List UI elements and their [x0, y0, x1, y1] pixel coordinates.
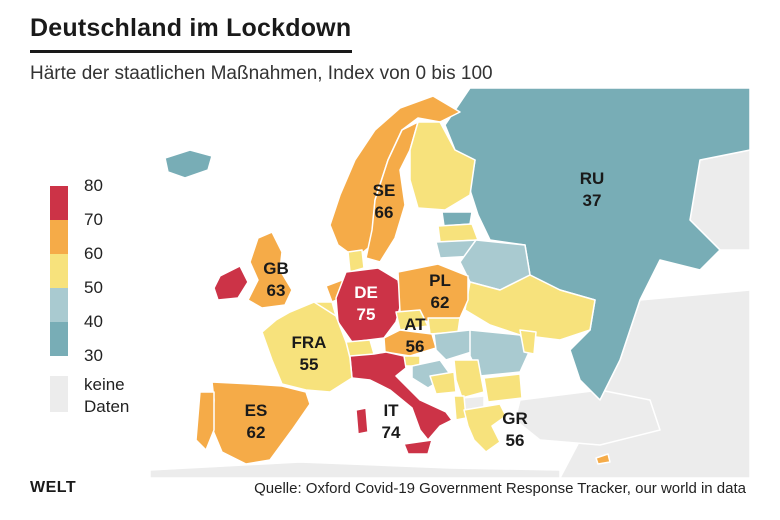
label-fra-value: 55 [300, 355, 319, 374]
label-at: AT 56 [404, 315, 426, 356]
country-shape-ua [464, 274, 596, 341]
legend-tick-30: 30 [84, 346, 103, 365]
legend-tick-50: 50 [84, 278, 103, 297]
legend-tick-60: 60 [84, 244, 103, 263]
label-se: SE 66 [373, 181, 396, 222]
legend-band-70-80 [50, 186, 68, 220]
country-shape-sardinia [355, 407, 369, 435]
country-shape-fi [409, 121, 476, 211]
country-shape-de [335, 267, 403, 343]
label-de-value: 75 [357, 305, 376, 324]
label-it-value: 74 [382, 423, 401, 442]
label-es-code: ES [245, 401, 268, 420]
label-ru-value: 37 [583, 191, 602, 210]
label-es-value: 62 [247, 423, 266, 442]
label-de: DE 75 [354, 283, 378, 324]
label-at-value: 56 [406, 337, 425, 356]
label-it: IT 74 [382, 401, 401, 442]
country-shape-rs [453, 359, 485, 399]
legend-tick-40: 40 [84, 312, 103, 331]
country-shape-fr [261, 301, 353, 393]
country-shape-no [329, 95, 461, 259]
legend-nodata-line1: keine [84, 375, 125, 394]
chart-subtitle: Härte der staatlichen Maßnahmen, Index v… [30, 63, 493, 84]
label-ru-code: RU [580, 169, 605, 188]
label-fra: FRA 55 [292, 333, 327, 374]
country-shape-al [453, 395, 467, 421]
legend-nodata-line2: Daten [84, 397, 130, 416]
country-shape-it [349, 351, 453, 441]
country-shape-sicily [403, 439, 433, 455]
country-shape-dk [347, 249, 365, 273]
label-se-code: SE [373, 181, 396, 200]
region-nodata-africa [150, 461, 561, 478]
label-gr: GR 56 [502, 409, 528, 450]
legend-band-50-60 [50, 254, 68, 288]
legend-tick-80: 80 [84, 176, 103, 195]
source-note: Quelle: Oxford Covid-19 Government Respo… [254, 480, 746, 497]
legend-band-30-40 [50, 322, 68, 356]
label-gr-code: GR [502, 409, 528, 428]
region-nodata-turkey [514, 389, 661, 446]
label-gr-value: 56 [506, 431, 525, 450]
legend-band-40-50 [50, 288, 68, 322]
label-pl-value: 62 [431, 293, 450, 312]
title-underline [30, 50, 352, 53]
label-at-code: AT [404, 315, 426, 334]
country-shape-ie [213, 265, 249, 301]
country-shape-bg [483, 373, 523, 403]
legend-nodata-swatch [50, 376, 68, 412]
country-shape-cz [395, 309, 429, 331]
country-shape-is [164, 149, 213, 179]
label-gb-value: 63 [267, 281, 286, 300]
legend-tick-70: 70 [84, 210, 103, 229]
label-ru: RU 37 [580, 169, 605, 210]
country-shape-ro [469, 329, 531, 377]
country-shape-ba [429, 371, 457, 395]
chart-title: Deutschland im Lockdown [30, 14, 352, 42]
country-shape-md [519, 329, 537, 355]
country-shape-lv [437, 223, 479, 243]
label-it-code: IT [383, 401, 399, 420]
country-shape-cy [595, 453, 611, 465]
label-pl: PL 62 [429, 271, 451, 312]
legend-nodata-label: keine Daten [84, 374, 129, 418]
country-shape-hu [433, 329, 479, 361]
label-gb: GB 63 [263, 259, 289, 300]
label-se-value: 66 [375, 203, 394, 222]
label-fra-code: FRA [292, 333, 327, 352]
label-gb-code: GB [263, 259, 289, 278]
country-shape-pt [195, 391, 215, 451]
label-pl-code: PL [429, 271, 451, 290]
legend-band-60-70 [50, 220, 68, 254]
publisher-logo: WELT [30, 479, 77, 496]
country-shape-gr [463, 403, 507, 453]
label-es: ES 62 [245, 401, 268, 442]
label-de-code: DE [354, 283, 378, 302]
country-shape-gb [247, 231, 293, 309]
